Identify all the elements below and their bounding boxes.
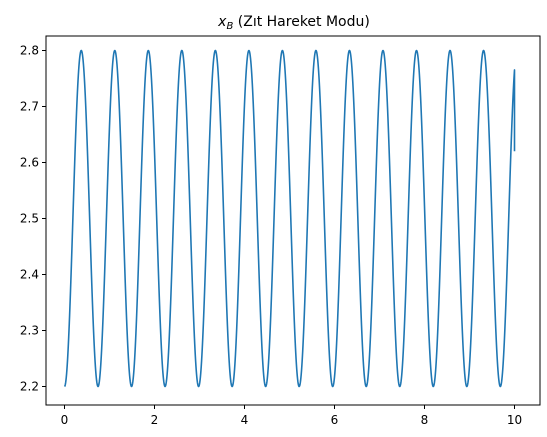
y-tick-label: 2.6 [20, 156, 39, 170]
x-tick-label: 4 [241, 413, 249, 427]
chart-title-rest: (Zıt Hareket Modu) [233, 14, 370, 30]
plot-area-frame [45, 35, 541, 406]
series-layer [63, 49, 516, 388]
x-tick-label: 6 [331, 413, 339, 427]
chart-title-subscript: B [226, 21, 233, 32]
chart-title: xB (Zıt Hareket Modu) [217, 14, 370, 32]
y-tick-label: 2.4 [20, 268, 39, 282]
y-tick-label: 2.7 [20, 100, 39, 114]
y-tick-label: 2.3 [20, 324, 39, 338]
y-tick-label: 2.5 [20, 212, 39, 226]
x-tick-label: 8 [421, 413, 429, 427]
x-tick-label: 2 [151, 413, 159, 427]
series-line [63, 49, 516, 388]
y-tick-label: 2.8 [20, 44, 39, 58]
x-axis: 0 2 4 6 8 10 [61, 405, 522, 427]
chart-title-variable: x [217, 14, 227, 30]
x-tick-label: 0 [61, 413, 69, 427]
y-tick-label: 2.2 [20, 380, 39, 394]
y-axis: 2.2 2.3 2.4 2.5 2.6 2.7 2.8 [20, 44, 46, 394]
x-tick-label: 10 [507, 413, 522, 427]
